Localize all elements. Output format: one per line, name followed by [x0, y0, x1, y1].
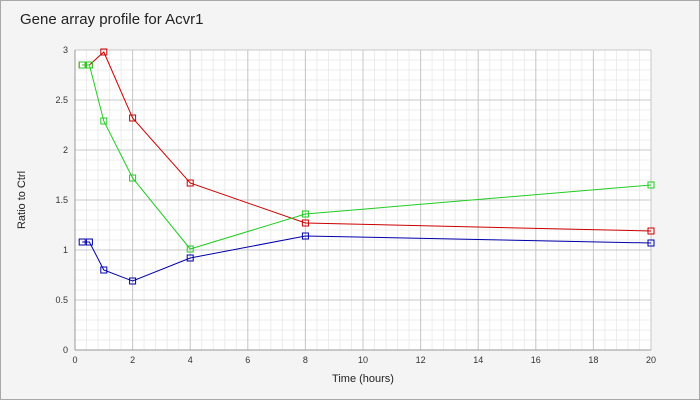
data-point	[647, 227, 655, 235]
x-tick-label: 14	[473, 355, 483, 365]
x-tick-label: 8	[303, 355, 308, 365]
data-point	[100, 117, 108, 125]
x-tick-label: 16	[531, 355, 541, 365]
x-tick-label: 10	[358, 355, 368, 365]
data-point	[100, 48, 108, 56]
y-tick-label: 0.5	[55, 295, 68, 305]
y-tick-label: 1	[63, 245, 68, 255]
x-axis-label: Time (hours)	[332, 373, 394, 385]
x-tick-label: 2	[130, 355, 135, 365]
data-point	[129, 277, 137, 285]
x-tick-label: 12	[416, 355, 426, 365]
x-tick-label: 0	[72, 355, 77, 365]
data-point	[186, 245, 194, 253]
data-point	[186, 254, 194, 262]
data-point	[301, 210, 309, 218]
x-tick-label: 4	[188, 355, 193, 365]
data-point	[301, 219, 309, 227]
x-tick-label: 6	[245, 355, 250, 365]
data-point	[85, 238, 93, 246]
x-tick-label: 18	[588, 355, 598, 365]
data-point	[100, 266, 108, 274]
y-tick-label: 2.5	[55, 95, 68, 105]
data-point	[78, 238, 86, 246]
series-line-3	[82, 235, 652, 282]
data-point	[78, 61, 86, 69]
y-tick-label: 2	[63, 145, 68, 155]
y-tick-label: 0	[63, 345, 68, 355]
data-point	[129, 174, 137, 182]
data-point	[85, 61, 93, 69]
x-tick-label: 20	[646, 355, 656, 365]
chart-title: Gene array profile for Acvr1	[20, 11, 204, 28]
data-point	[647, 181, 655, 189]
y-tick-label: 3	[63, 45, 68, 55]
data-point	[647, 239, 655, 247]
data-point	[186, 179, 194, 187]
series-line-2	[82, 64, 652, 250]
data-point	[301, 232, 309, 240]
data-point	[129, 114, 137, 122]
y-tick-label: 1.5	[55, 195, 68, 205]
